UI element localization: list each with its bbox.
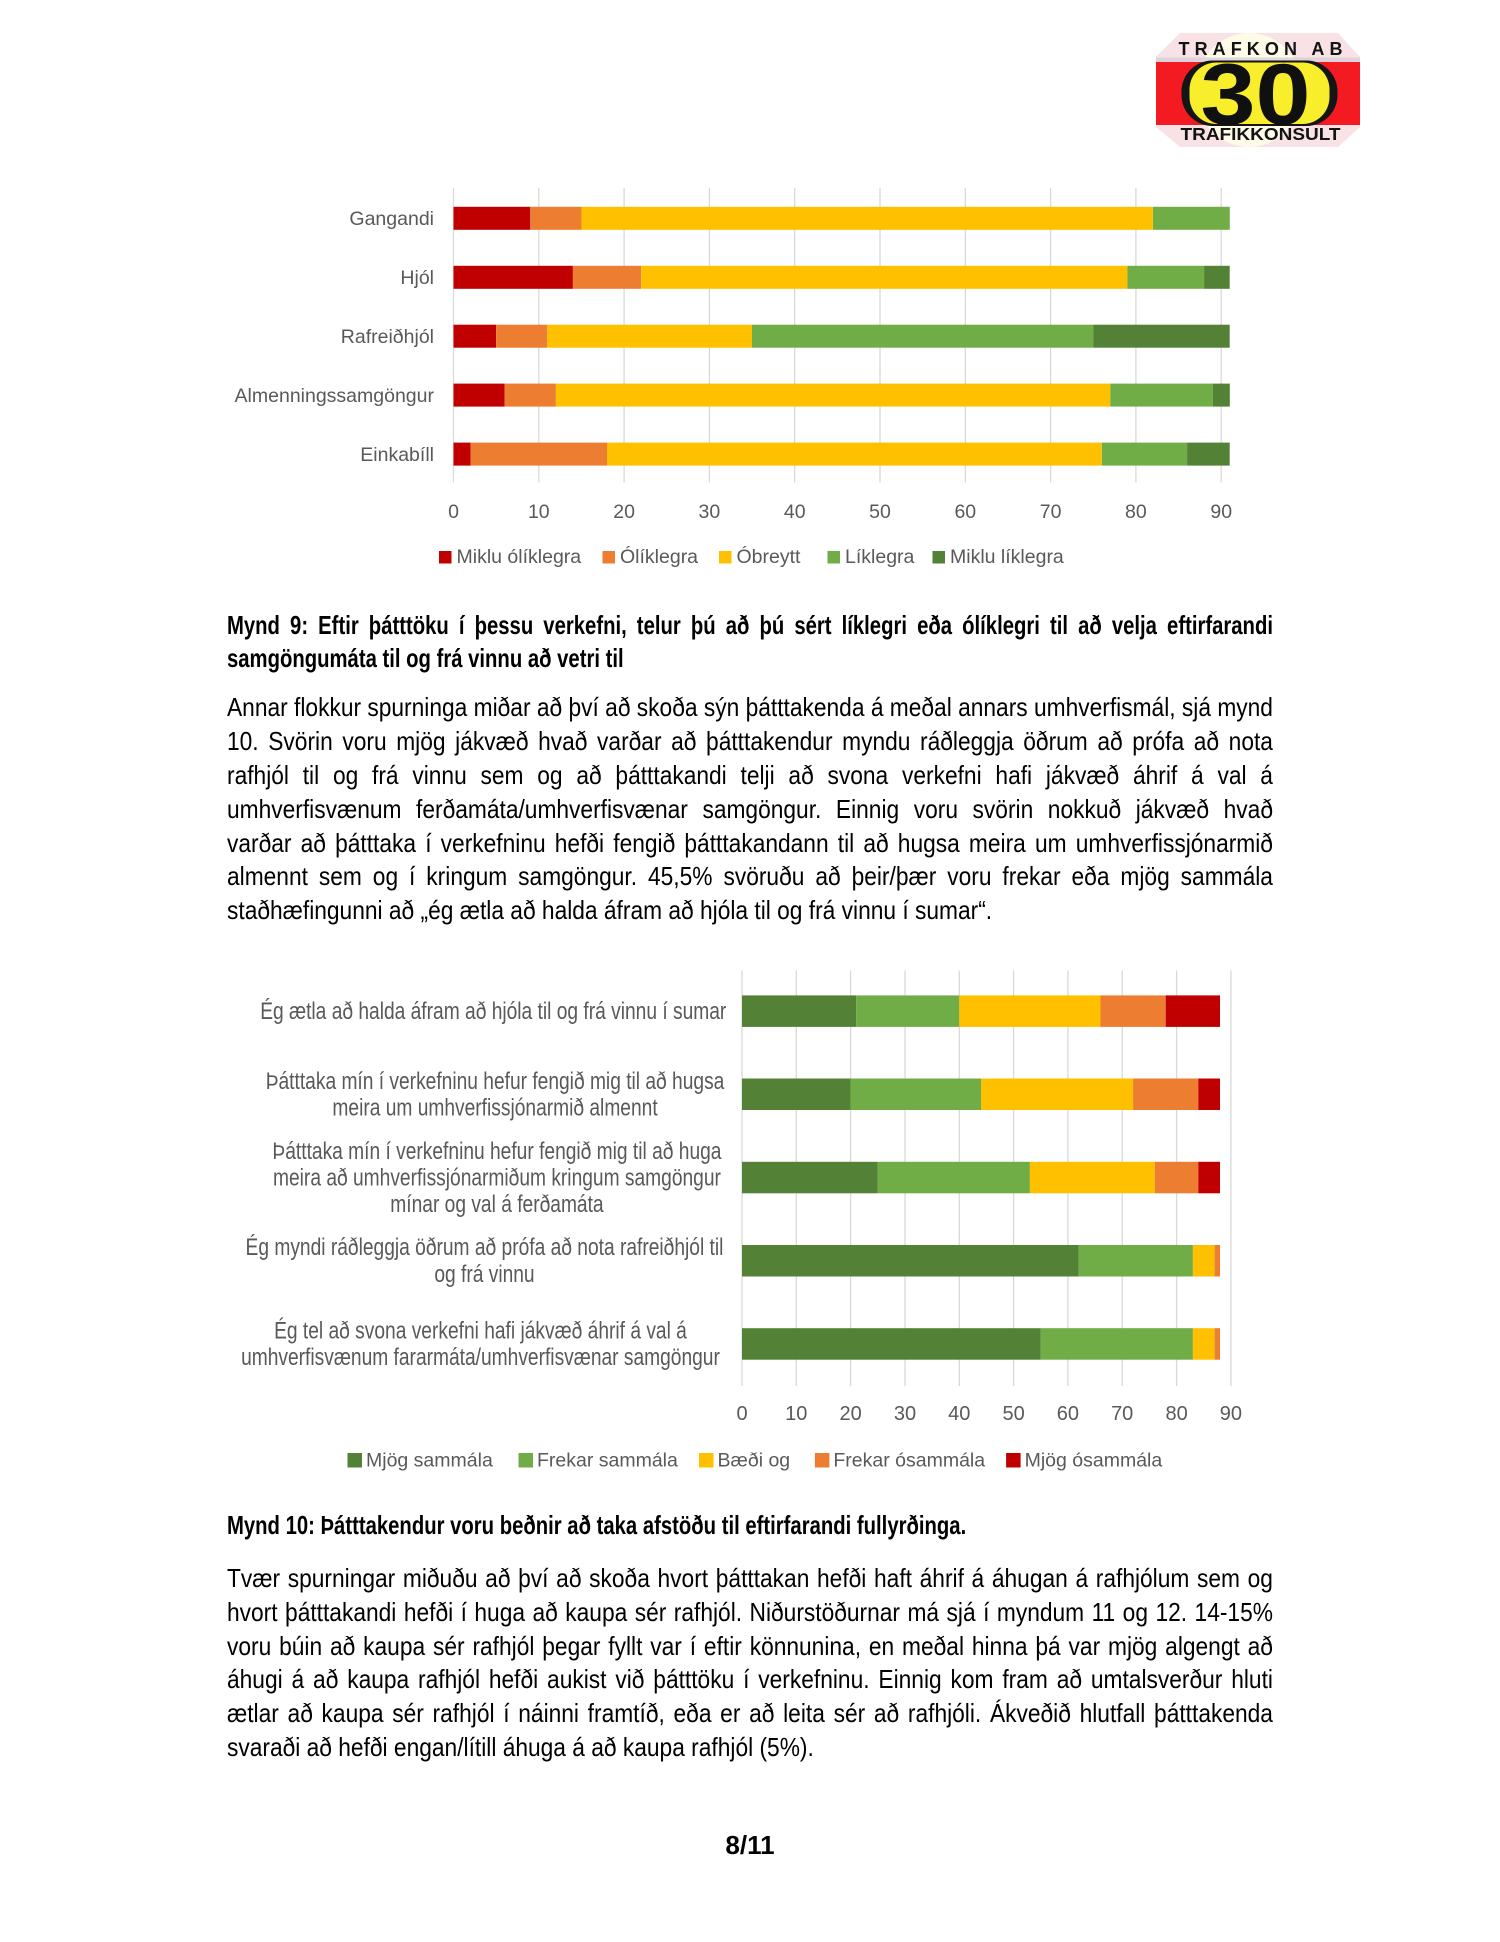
- svg-text:Ég ætla að halda áfram að hjól: Ég ætla að halda áfram að hjóla til og f…: [260, 997, 726, 1025]
- svg-text:Ég myndi ráðleggja öðrum að pr: Ég myndi ráðleggja öðrum að prófa að not…: [246, 1233, 724, 1261]
- svg-text:Mjög sammála: Mjög sammála: [366, 1450, 493, 1472]
- svg-text:60: 60: [1057, 1403, 1079, 1425]
- svg-text:mínar og val á ferðamáta: mínar og val á ferðamáta: [390, 1190, 604, 1218]
- svg-text:Ólíklegra: Ólíklegra: [620, 545, 698, 568]
- svg-text:20: 20: [613, 501, 635, 523]
- svg-text:90: 90: [1210, 501, 1232, 523]
- svg-text:Almenningssamgöngur: Almenningssamgöngur: [235, 385, 435, 407]
- svg-text:50: 50: [1002, 1403, 1024, 1425]
- svg-text:Miklu ólíklegra: Miklu ólíklegra: [457, 546, 582, 568]
- svg-text:Þátttaka mín í verkefninu hefu: Þátttaka mín í verkefninu hefur fengið m…: [266, 1067, 725, 1095]
- svg-text:umhverfisvænum fararmáta/umhve: umhverfisvænum fararmáta/umhverfisvænar …: [241, 1343, 720, 1371]
- svg-text:70: 70: [1111, 1403, 1133, 1425]
- svg-text:Gangandi: Gangandi: [349, 208, 434, 230]
- svg-text:meira um umhverfissjónarmið al: meira um umhverfissjónarmið almennt: [332, 1093, 657, 1121]
- svg-text:Óbreytt: Óbreytt: [737, 545, 802, 568]
- svg-text:30: 30: [894, 1403, 916, 1425]
- svg-text:Mjög ósammála: Mjög ósammála: [1025, 1450, 1163, 1472]
- svg-text:80: 80: [1125, 501, 1147, 523]
- svg-text:TRAFKON AB: TRAFKON AB: [1179, 39, 1345, 59]
- svg-text:0: 0: [736, 1403, 747, 1425]
- svg-text:90: 90: [1220, 1403, 1242, 1425]
- svg-text:10: 10: [528, 501, 550, 523]
- svg-text:30: 30: [1201, 47, 1311, 143]
- svg-text:70: 70: [1040, 501, 1062, 523]
- svg-text:20: 20: [839, 1403, 861, 1425]
- svg-text:og frá vinnu: og frá vinnu: [434, 1260, 534, 1288]
- svg-text:10: 10: [785, 1403, 807, 1425]
- svg-text:80: 80: [1165, 1403, 1187, 1425]
- svg-text:TRAFIKKONSULT: TRAFIKKONSULT: [1181, 124, 1341, 144]
- svg-text:50: 50: [869, 501, 891, 523]
- svg-text:Líklegra: Líklegra: [845, 546, 915, 568]
- svg-text:Einkabíll: Einkabíll: [360, 444, 434, 466]
- svg-text:meira að umhverfissjónarmiðum: meira að umhverfissjónarmiðum kringum sa…: [273, 1163, 721, 1191]
- svg-text:Miklu líklegra: Miklu líklegra: [950, 546, 1064, 568]
- svg-text:Rafreiðhjól: Rafreiðhjól: [341, 326, 434, 348]
- svg-text:40: 40: [784, 501, 806, 523]
- svg-text:Hjól: Hjól: [400, 267, 434, 289]
- svg-text:Ég tel að svona verkefni hafi: Ég tel að svona verkefni hafi jákvæð áhr…: [274, 1316, 688, 1344]
- svg-text:Þátttaka mín í verkefninu hefu: Þátttaka mín í verkefninu hefur fengið m…: [272, 1137, 722, 1165]
- svg-text:30: 30: [699, 501, 721, 523]
- svg-text:60: 60: [954, 501, 976, 523]
- svg-text:Bæði og: Bæði og: [718, 1450, 791, 1472]
- svg-text:Frekar sammála: Frekar sammála: [537, 1450, 678, 1472]
- svg-text:40: 40: [948, 1403, 970, 1425]
- svg-text:0: 0: [448, 501, 459, 523]
- svg-text:Frekar ósammála: Frekar ósammála: [833, 1450, 985, 1472]
